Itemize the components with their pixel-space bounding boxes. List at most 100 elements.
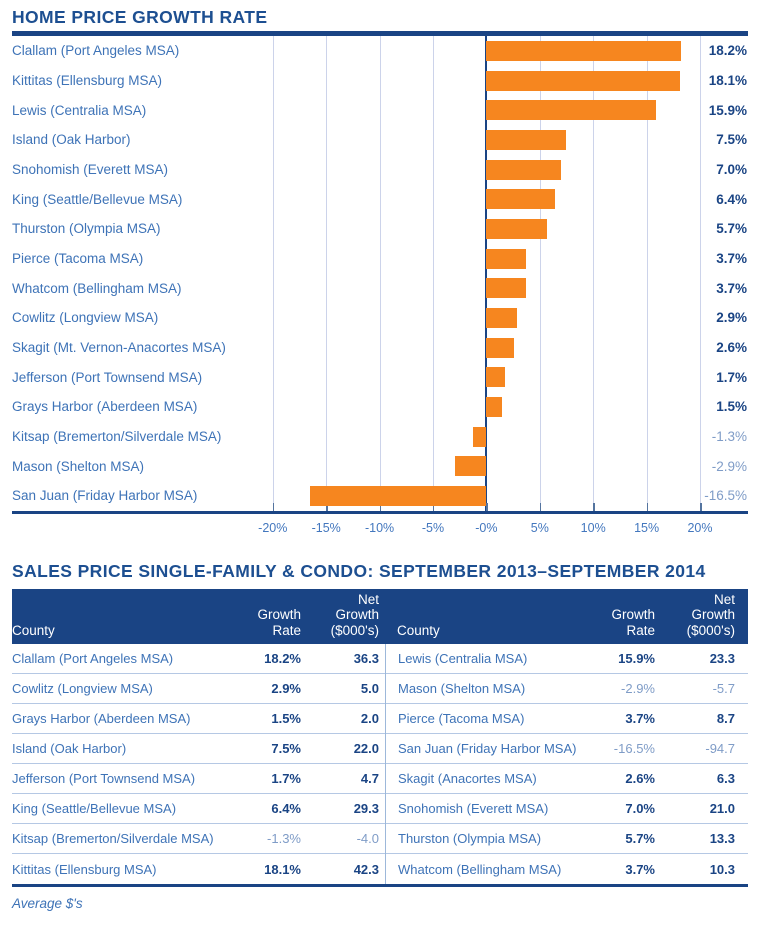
chart-value-label: 1.7% (716, 369, 747, 385)
header-growth-line2: Rate (272, 622, 301, 638)
net-growth-cell: -4.0 (356, 831, 379, 846)
header-county-right: County (397, 622, 440, 638)
table-row: Jefferson (Port Townsend MSA) 1.7% 4.7 (12, 764, 385, 794)
chart-plot-cell (245, 273, 700, 303)
growth-rate-cell: -16.5% (613, 741, 655, 756)
county-cell: Lewis (Centralia MSA) (398, 651, 528, 666)
chart-value-label: 7.0% (716, 162, 747, 178)
chart-value-label: 2.9% (716, 310, 747, 326)
chart-bar (486, 40, 681, 61)
county-cell: Pierce (Tacoma MSA) (398, 711, 525, 726)
chart-row: San Juan (Friday Harbor MSA) -16.5% (12, 481, 748, 511)
growth-rate-cell: 1.5% (271, 711, 301, 726)
axis-tick (272, 503, 275, 511)
county-cell: Mason (Shelton MSA) (398, 681, 526, 696)
chart-value-label: 1.5% (716, 399, 747, 415)
chart-plot-cell (245, 36, 700, 66)
chart-bar (486, 278, 526, 299)
chart-bar (486, 337, 515, 358)
chart-row: Island (Oak Harbor) 7.5% (12, 125, 748, 155)
table-header-right: County Growth Rate Net Growth ($000's) (385, 589, 748, 644)
chart-value-label: 5.7% (716, 221, 747, 237)
table-row: Kitsap (Bremerton/Silverdale MSA) -1.3% -4… (12, 824, 385, 854)
table-row: Grays Harbor (Aberdeen MSA) 1.5% 2.0 (12, 704, 385, 734)
chart-value-label: 3.7% (716, 280, 747, 296)
growth-rate-cell: 18.2% (264, 651, 301, 666)
chart-bar (486, 396, 503, 417)
chart-gridlines (245, 36, 702, 511)
chart-category-label: Island (Oak Harbor) (12, 132, 131, 148)
county-cell: Island (Oak Harbor) (12, 741, 127, 756)
net-growth-cell: 6.3 (716, 771, 735, 786)
chart-plot-cell (245, 392, 700, 422)
growth-rate-cell: -2.9% (621, 681, 655, 696)
chart-plot-cell (245, 214, 700, 244)
chart-category-label: King (Seattle/Bellevue MSA) (12, 191, 183, 207)
chart-plot-cell (245, 184, 700, 214)
county-cell: Skagit (Anacortes MSA) (398, 771, 537, 786)
header-net-line2: Growth (335, 607, 379, 622)
county-cell: Jefferson (Port Townsend MSA) (12, 771, 196, 786)
chart-bar (486, 70, 680, 91)
net-growth-cell: 8.7 (716, 711, 735, 726)
axis-tick-label: -5% (421, 521, 445, 535)
axis-tick-label: 5% (530, 521, 549, 535)
net-growth-cell: 22.0 (353, 741, 379, 756)
header-growth-line1: Growth (611, 607, 655, 622)
gridline (700, 36, 701, 511)
axis-tick (432, 503, 435, 511)
county-cell: Cowlitz (Longview MSA) (12, 681, 153, 696)
chart-row: Kitsap (Bremerton/Silverdale MSA) -1.3% (12, 422, 748, 452)
chart-category-label: Lewis (Centralia MSA) (12, 102, 147, 118)
header-growth-rate-left: Growth Rate (231, 607, 301, 638)
net-growth-cell: 13.3 (709, 831, 735, 846)
table-title: SALES PRICE SINGLE-FAMILY & CONDO: SEPTE… (12, 561, 706, 581)
chart-value-label: 3.7% (716, 251, 747, 267)
axis-tick-label: 20% (687, 521, 713, 535)
chart-row: Grays Harbor (Aberdeen MSA) 1.5% (12, 392, 748, 422)
header-growth-line1: Growth (257, 607, 301, 622)
chart-category-label: Grays Harbor (Aberdeen MSA) (12, 399, 198, 415)
chart-category-label: Pierce (Tacoma MSA) (12, 251, 144, 267)
net-growth-cell: 5.0 (360, 681, 379, 696)
table-row: Snohomish (Everett MSA) 7.0% 21.0 (386, 794, 748, 824)
net-growth-cell: 29.3 (353, 801, 379, 816)
chart-bar (310, 485, 487, 506)
county-cell: Whatcom (Bellingham MSA) (398, 861, 562, 877)
chart-plot-cell (245, 66, 700, 96)
header-net-growth-right: Net Growth ($000's) (655, 592, 735, 639)
axis-tick (593, 503, 595, 511)
chart-category-label: Clallam (Port Angeles MSA) (12, 43, 180, 59)
growth-rate-cell: 5.7% (625, 831, 655, 846)
chart-title-rule (12, 31, 748, 36)
chart-category-label: Skagit (Mt. Vernon-Anacortes MSA) (12, 340, 226, 356)
gridline (593, 36, 595, 511)
axis-tick-label: -20% (258, 521, 288, 535)
axis-tick (700, 503, 702, 511)
county-cell: Kitsap (Bremerton/Silverdale MSA) (12, 831, 214, 846)
net-growth-cell: -5.7 (712, 681, 735, 696)
county-cell: Clallam (Port Angeles MSA) (12, 651, 174, 666)
chart-plot-cell (245, 95, 700, 125)
chart-row: Lewis (Centralia MSA) 15.9% (12, 95, 748, 125)
axis-tick (486, 503, 488, 511)
county-cell: Grays Harbor (Aberdeen MSA) (12, 711, 191, 726)
table-row: San Juan (Friday Harbor MSA) -16.5% -94.7 (386, 734, 748, 764)
chart-plot-cell (245, 481, 700, 511)
chart-row: Thurston (Olympia MSA) 5.7% (12, 214, 748, 244)
header-growth-line2: Rate (626, 622, 655, 638)
chart-category-label: Thurston (Olympia MSA) (12, 221, 161, 237)
chart-x-axis-line (12, 511, 748, 514)
header-growth-rate-right: Growth Rate (583, 607, 655, 638)
table-row: Mason (Shelton MSA) -2.9% -5.7 (386, 674, 748, 704)
chart-category-label: Jefferson (Port Townsend MSA) (12, 369, 203, 385)
growth-rate-cell: 6.4% (271, 801, 301, 816)
chart-title: HOME PRICE GROWTH RATE (12, 7, 268, 27)
growth-rate-cell: 7.5% (271, 741, 301, 756)
net-growth-cell: 4.7 (360, 771, 379, 786)
gridline (432, 36, 434, 511)
axis-tick (539, 503, 542, 511)
header-net-growth-left: Net Growth ($000's) (301, 592, 379, 639)
net-growth-cell: 23.3 (709, 651, 735, 666)
axis-tick (646, 503, 649, 511)
